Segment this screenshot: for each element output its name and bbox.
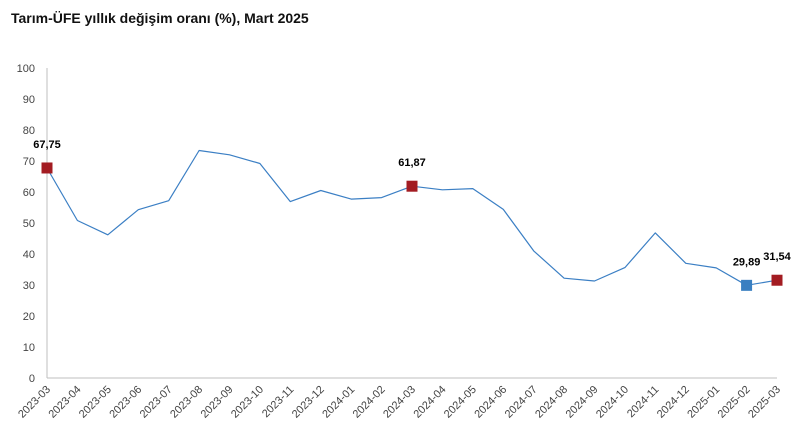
y-tick-label: 30	[23, 280, 35, 292]
y-tick-label: 10	[23, 342, 35, 354]
series-line	[46, 149, 778, 286]
series-layer	[46, 149, 778, 286]
y-tick-label: 100	[17, 63, 35, 75]
x-tick-label: 2024-02	[351, 384, 388, 421]
highlight-markers: 67,75 61,87 29,89 31,54	[33, 139, 792, 291]
x-axis: 2023-032023-042023-052023-062023-072023-…	[16, 377, 783, 421]
x-tick-label: 2023-05	[77, 384, 114, 421]
x-tick-label: 2025-02	[716, 384, 753, 421]
y-tick-label: 0	[29, 373, 35, 385]
x-tick-label: 2023-10	[229, 384, 266, 421]
x-tick-label: 2024-09	[564, 384, 601, 421]
x-tick-label: 2024-12	[655, 384, 692, 421]
x-tick-label: 2023-09	[199, 384, 236, 421]
x-tick-label: 2023-07	[138, 384, 175, 421]
y-axis: 0 10 20 30 40 50 60 70 80 90 100	[17, 63, 48, 385]
x-tick-label: 2023-06	[107, 384, 144, 421]
x-tick-label: 2024-10	[594, 384, 631, 421]
x-tick-label: 2023-08	[168, 384, 205, 421]
data-label: 61,87	[398, 157, 426, 169]
chart-title: Tarım-ÜFE yıllık değişim oranı (%), Mart…	[11, 10, 309, 26]
highlight-marker	[741, 279, 753, 291]
x-tick-label: 2024-07	[503, 384, 540, 421]
x-tick-label: 2025-03	[746, 384, 783, 421]
x-tick-label: 2023-12	[290, 384, 327, 421]
x-tick-label: 2024-04	[412, 384, 449, 421]
x-tick-label: 2023-04	[47, 384, 84, 421]
x-tick-label: 2024-08	[533, 384, 570, 421]
highlight-marker	[41, 162, 53, 174]
highlight-marker	[406, 180, 418, 192]
x-tick-label: 2024-06	[472, 384, 509, 421]
x-tick-label: 2025-01	[685, 384, 722, 421]
y-tick-label: 70	[23, 156, 35, 168]
x-tick-label: 2024-01	[320, 384, 357, 421]
y-tick-label: 40	[23, 249, 35, 261]
y-tick-label: 20	[23, 311, 35, 323]
x-tick-label: 2024-03	[381, 384, 418, 421]
y-tick-label: 80	[23, 125, 35, 137]
highlight-marker	[771, 274, 783, 286]
y-tick-label: 90	[23, 94, 35, 106]
data-label: 29,89	[733, 256, 761, 268]
data-label: 67,75	[33, 139, 61, 151]
y-tick-label: 50	[23, 218, 35, 230]
x-tick-label: 2024-05	[442, 384, 479, 421]
y-tick-label: 60	[23, 187, 35, 199]
x-tick-label: 2023-03	[16, 384, 53, 421]
data-label: 31,54	[763, 251, 791, 263]
